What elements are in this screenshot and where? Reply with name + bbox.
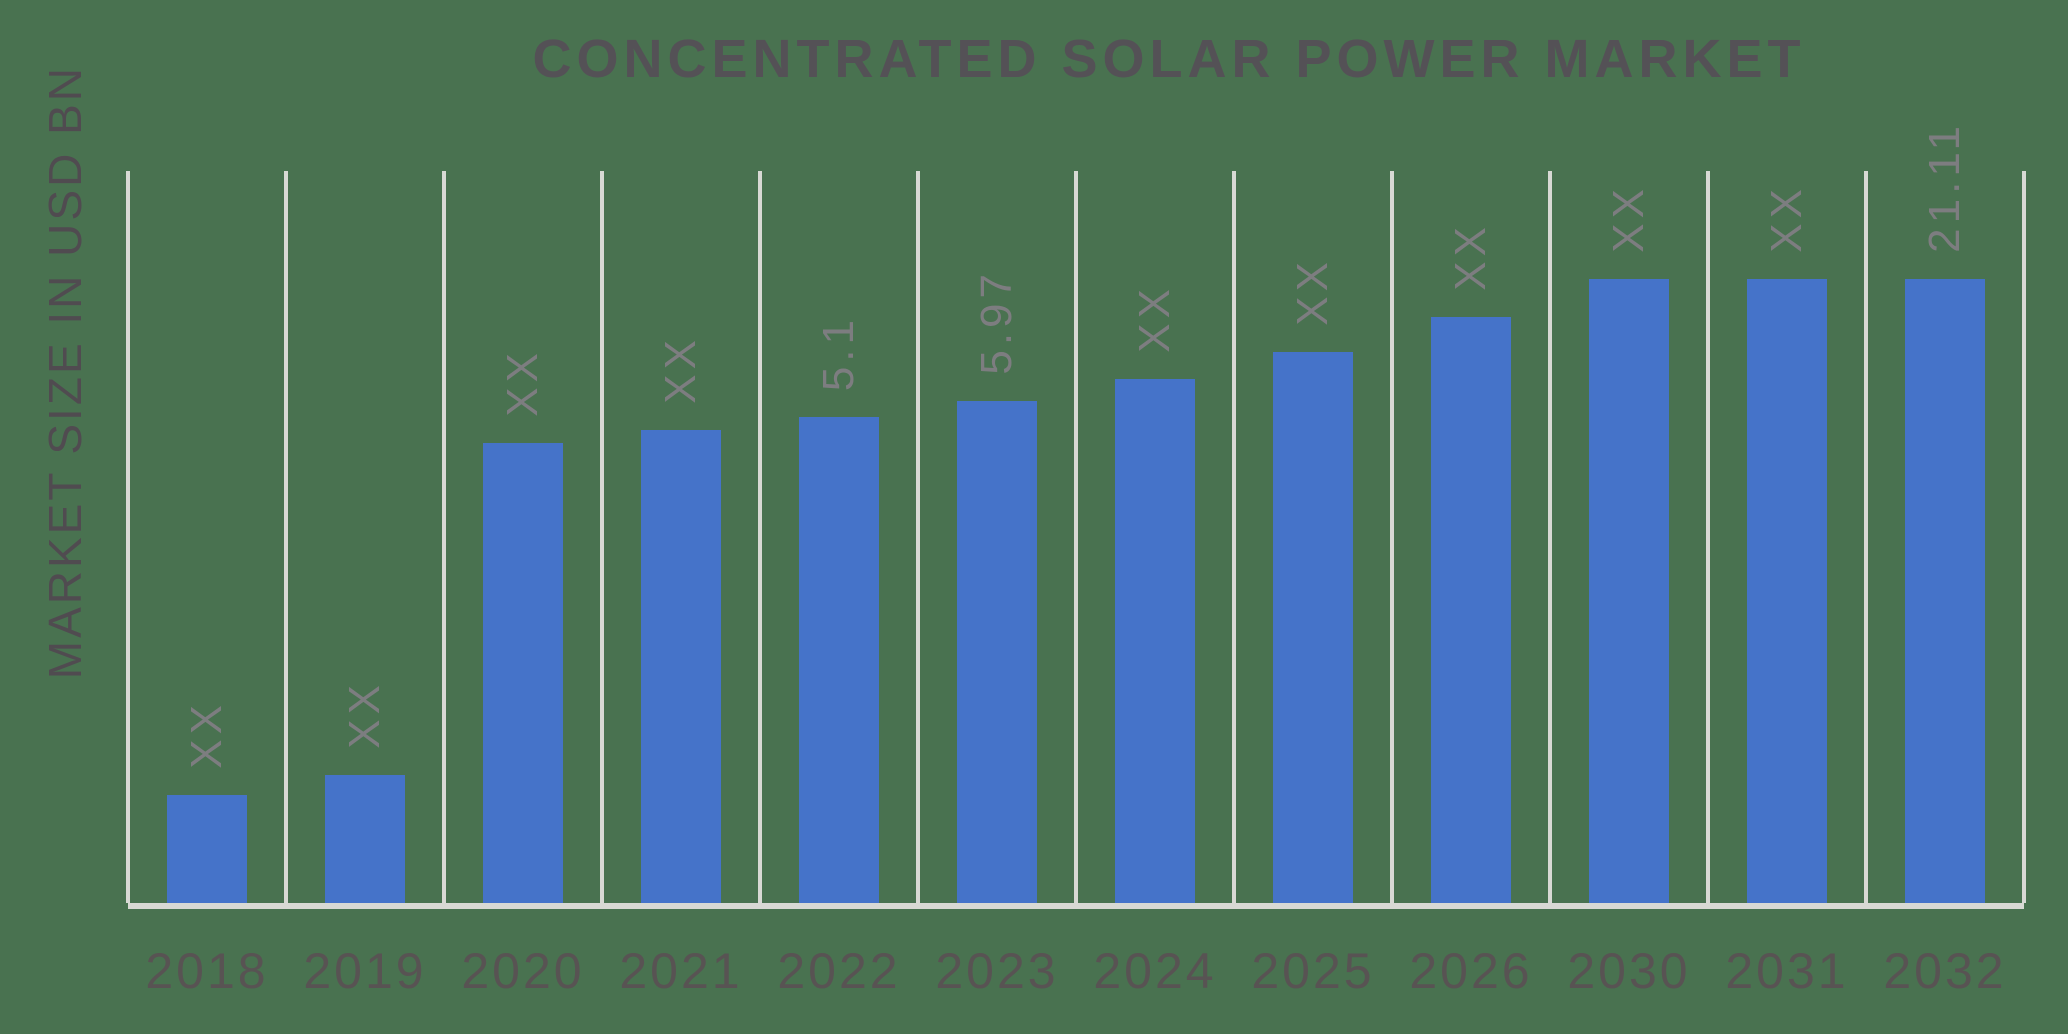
bar-value-label-text: XX [1130, 284, 1179, 353]
bar-value-label-2031: XX [1708, 184, 1866, 253]
chart-title: CONCENTRATED SOLAR POWER MARKET [532, 29, 1806, 89]
bar-value-label-2019: XX [286, 680, 444, 749]
bar-value-label-2026: XX [1392, 222, 1550, 291]
bar-value-label-2025: XX [1234, 257, 1392, 326]
x-axis-label-2030: 2030 [1567, 943, 1691, 999]
bar-value-label-text: XX [1446, 222, 1495, 291]
bar-2023 [957, 401, 1037, 903]
x-axis-label-2020: 2020 [461, 943, 585, 999]
gridline [916, 171, 920, 903]
y-axis-title-text: MARKET SIZE IN USD BN [39, 64, 91, 679]
bar-2022 [799, 417, 879, 903]
x-axis-label-2019: 2019 [303, 943, 427, 999]
gridline [1390, 171, 1394, 903]
bar-2030 [1589, 279, 1669, 903]
gridline [1232, 171, 1236, 903]
bar-2021 [641, 430, 721, 903]
gridline [442, 171, 446, 903]
gridline [1864, 171, 1868, 903]
x-axis-label-2025: 2025 [1251, 943, 1375, 999]
bar-value-label-2021: XX [602, 335, 760, 404]
x-axis-label-2022: 2022 [777, 943, 901, 999]
gridline [600, 171, 604, 903]
bar-value-label-2024: XX [1076, 284, 1234, 353]
gridline [126, 171, 130, 903]
x-axis-label-2018: 2018 [145, 943, 269, 999]
x-axis-label-2026: 2026 [1409, 943, 1533, 999]
bar-value-label-text: XX [656, 335, 705, 404]
bar-value-label-2032: 21.11 [1866, 121, 2024, 253]
plot-area: XX XX XX XX 5.1 5.97 XX XX XX XX XX 21.11 [126, 121, 2026, 909]
bar-2020 [483, 443, 563, 903]
bar-value-label-text: 5.1 [814, 314, 863, 391]
bar-2019 [325, 775, 405, 903]
bar-value-label-2030: XX [1550, 184, 1708, 253]
gridline [1074, 171, 1078, 903]
gridline [758, 171, 762, 903]
y-axis-title: MARKET SIZE IN USD BN [39, 64, 91, 683]
x-axis-label-2032: 2032 [1883, 943, 2007, 999]
bar-value-label-2018: XX [128, 700, 286, 769]
bar-value-label-text: 5.97 [972, 269, 1021, 375]
bar-value-label-2020: XX [444, 348, 602, 417]
x-axis-label-2024: 2024 [1093, 943, 1217, 999]
bar-2025 [1273, 352, 1353, 903]
gridline [1706, 171, 1710, 903]
gridline [284, 171, 288, 903]
bar-2031 [1747, 279, 1827, 903]
bar-value-label-text: XX [498, 348, 547, 417]
x-axis-labels: 2018 2019 2020 2021 2022 2023 2024 2025 2026 2030… [128, 942, 2024, 1000]
bar-value-label-text: XX [1288, 257, 1337, 326]
x-axis-label-2021: 2021 [619, 943, 743, 999]
bar-2032 [1905, 279, 1985, 903]
gridline [1548, 171, 1552, 903]
bar-2024 [1115, 379, 1195, 903]
bar-2018 [167, 795, 247, 903]
bar-value-label-2022: 5.1 [760, 315, 918, 391]
bar-value-label-text: XX [1604, 184, 1653, 253]
x-axis-label-2023: 2023 [935, 943, 1059, 999]
bar-value-label-text: XX [1762, 184, 1811, 253]
bar-value-label-text: XX [182, 700, 231, 769]
bar-value-label-text: XX [340, 680, 389, 749]
gridline [2022, 171, 2026, 903]
bar-value-label-text: 21.11 [1920, 121, 1969, 253]
x-axis-label-2031: 2031 [1725, 943, 1849, 999]
bar-value-label-2023: 5.97 [918, 269, 1076, 375]
bar-2026 [1431, 317, 1511, 903]
